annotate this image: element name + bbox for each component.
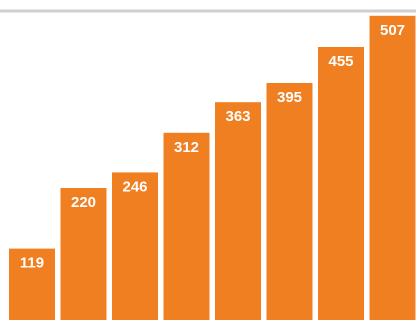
bar bbox=[215, 102, 261, 320]
bar-value-label: 507 bbox=[380, 22, 405, 39]
bar bbox=[266, 83, 313, 320]
bar-value-label: 246 bbox=[122, 178, 147, 195]
bar bbox=[318, 47, 364, 320]
bar bbox=[112, 172, 158, 320]
bar bbox=[369, 15, 416, 320]
bar bbox=[163, 132, 210, 320]
bar-value-label: 119 bbox=[20, 255, 44, 272]
bar-value-label: 312 bbox=[174, 139, 199, 156]
bar-value-label: 455 bbox=[328, 53, 353, 70]
bar-value-label: 395 bbox=[277, 89, 302, 106]
bar bbox=[60, 188, 107, 320]
bar-value-label: 363 bbox=[225, 108, 250, 125]
bars-group bbox=[9, 15, 416, 320]
value-labels-group: 119 220 246 312 363 395 455 507 bbox=[20, 22, 405, 272]
bar bbox=[9, 248, 55, 320]
bar-value-label: 220 bbox=[71, 194, 96, 211]
